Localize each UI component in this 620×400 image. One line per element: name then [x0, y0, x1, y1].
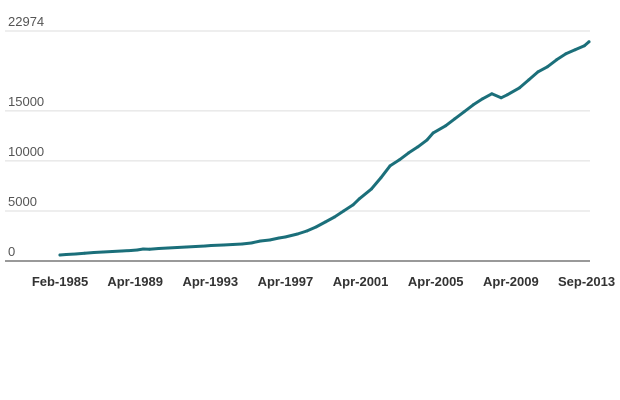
- data-point: [58, 253, 62, 257]
- data-point: [357, 197, 361, 201]
- data-point: [555, 58, 559, 62]
- data-point: [582, 44, 586, 48]
- data-point: [431, 131, 435, 135]
- data-point: [573, 48, 577, 52]
- data-point: [481, 97, 485, 101]
- data-point: [471, 103, 475, 107]
- data-point: [222, 243, 225, 247]
- data-point: [305, 229, 309, 233]
- data-point: [351, 203, 355, 207]
- data-point: [64, 253, 68, 256]
- data-point: [141, 247, 145, 251]
- data-point: [203, 244, 207, 248]
- data-point: [259, 239, 262, 243]
- data-point: [342, 209, 346, 213]
- series-layer: [58, 40, 591, 257]
- y-axis-tick-labels: 0 5000 10000 15000 22974: [8, 14, 44, 259]
- data-point: [499, 96, 503, 100]
- data-point: [370, 187, 373, 191]
- data-point: [296, 232, 299, 236]
- data-point: [505, 93, 509, 97]
- data-point: [314, 225, 318, 229]
- data-point: [175, 246, 179, 249]
- x-tick-label: Apr-2005: [408, 274, 464, 289]
- data-point: [379, 176, 383, 180]
- x-tick-label: Apr-1989: [107, 274, 163, 289]
- x-tick-label: Apr-2009: [483, 274, 539, 289]
- data-point: [120, 249, 124, 253]
- data-point: [157, 247, 161, 250]
- gridlines: [5, 30, 590, 212]
- data-point: [388, 164, 392, 168]
- data-point: [416, 145, 420, 149]
- x-tick-label: Sep-2013: [558, 274, 615, 289]
- y-tick-label-5000: 5000: [8, 194, 37, 209]
- data-point: [110, 250, 114, 253]
- data-point: [397, 158, 401, 162]
- data-point: [249, 241, 253, 245]
- data-point: [425, 138, 429, 142]
- data-point: [407, 151, 411, 155]
- data-point: [92, 251, 96, 254]
- data-point: [462, 110, 466, 114]
- data-point: [148, 247, 151, 251]
- data-point: [587, 40, 591, 44]
- data-point: [277, 236, 281, 240]
- y-tick-label-22974: 22974: [8, 14, 44, 29]
- data-point: [518, 86, 522, 90]
- data-point: [453, 117, 457, 121]
- data-point: [545, 65, 549, 69]
- data-point: [166, 246, 170, 250]
- data-point: [527, 78, 531, 82]
- data-point: [73, 252, 77, 256]
- data-point: [185, 245, 188, 249]
- x-tick-label: Apr-1993: [182, 274, 238, 289]
- data-point: [240, 242, 244, 246]
- data-point: [536, 70, 540, 74]
- data-point: [283, 235, 287, 239]
- data-point: [231, 243, 235, 246]
- data-point: [129, 249, 133, 252]
- data-point: [194, 245, 198, 248]
- data-point: [323, 220, 327, 224]
- data-point: [490, 92, 494, 96]
- data-point: [135, 248, 139, 252]
- data-point: [333, 215, 336, 219]
- data-point: [564, 52, 568, 56]
- y-tick-label-10000: 10000: [8, 144, 44, 159]
- x-tick-label: Feb-1985: [32, 274, 88, 289]
- data-point: [209, 244, 213, 247]
- y-tick-label-15000: 15000: [8, 94, 44, 109]
- x-tick-label: Apr-2001: [333, 274, 389, 289]
- x-axis-tick-labels: Feb-1985 Apr-1989 Apr-1993 Apr-1997 Apr-2001…: [32, 274, 615, 289]
- data-point: [83, 251, 87, 255]
- data-point: [268, 238, 272, 242]
- y-tick-label-0: 0: [8, 244, 15, 259]
- data-point: [101, 250, 105, 254]
- x-tick-label: Apr-1997: [258, 274, 314, 289]
- data-point: [444, 124, 448, 128]
